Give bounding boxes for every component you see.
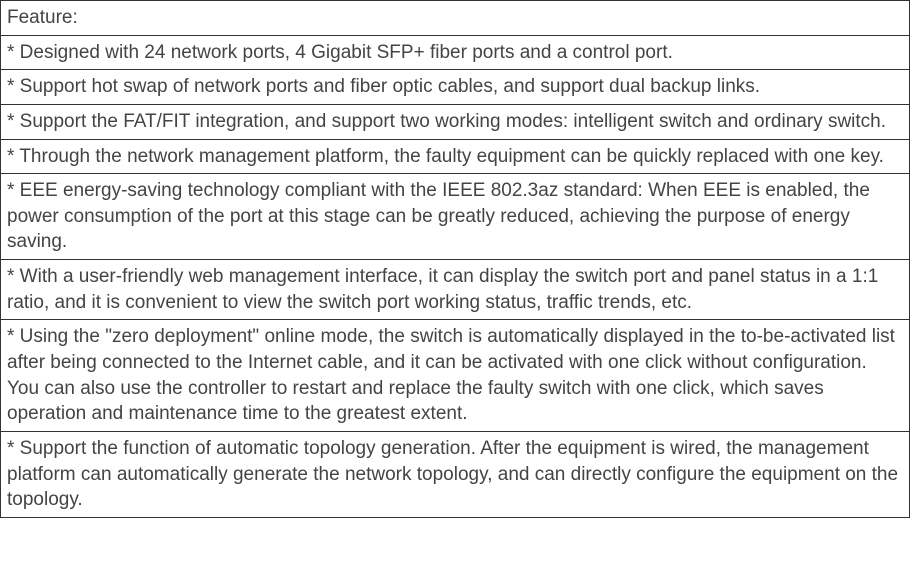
table-row: * Through the network management platfor… [1, 139, 910, 174]
table-row: * With a user-friendly web management in… [1, 260, 910, 320]
feature-cell: * Using the "zero deployment" online mod… [1, 320, 910, 432]
feature-cell: * Support the function of automatic topo… [1, 431, 910, 517]
table-row: * Support the FAT/FIT integration, and s… [1, 104, 910, 139]
feature-cell: * Support hot swap of network ports and … [1, 70, 910, 105]
table-row: * Support hot swap of network ports and … [1, 70, 910, 105]
table-header-row: Feature: [1, 1, 910, 36]
table-row: * Using the "zero deployment" online mod… [1, 320, 910, 432]
feature-table: Feature: * Designed with 24 network port… [0, 0, 910, 518]
feature-cell: * Support the FAT/FIT integration, and s… [1, 104, 910, 139]
table-row: * EEE energy-saving technology compliant… [1, 174, 910, 260]
feature-cell: * Through the network management platfor… [1, 139, 910, 174]
feature-cell: * With a user-friendly web management in… [1, 260, 910, 320]
feature-header-cell: Feature: [1, 1, 910, 36]
feature-cell: * EEE energy-saving technology compliant… [1, 174, 910, 260]
feature-table-body: Feature: * Designed with 24 network port… [1, 1, 910, 518]
table-row: * Support the function of automatic topo… [1, 431, 910, 517]
feature-cell: * Designed with 24 network ports, 4 Giga… [1, 35, 910, 70]
table-row: * Designed with 24 network ports, 4 Giga… [1, 35, 910, 70]
